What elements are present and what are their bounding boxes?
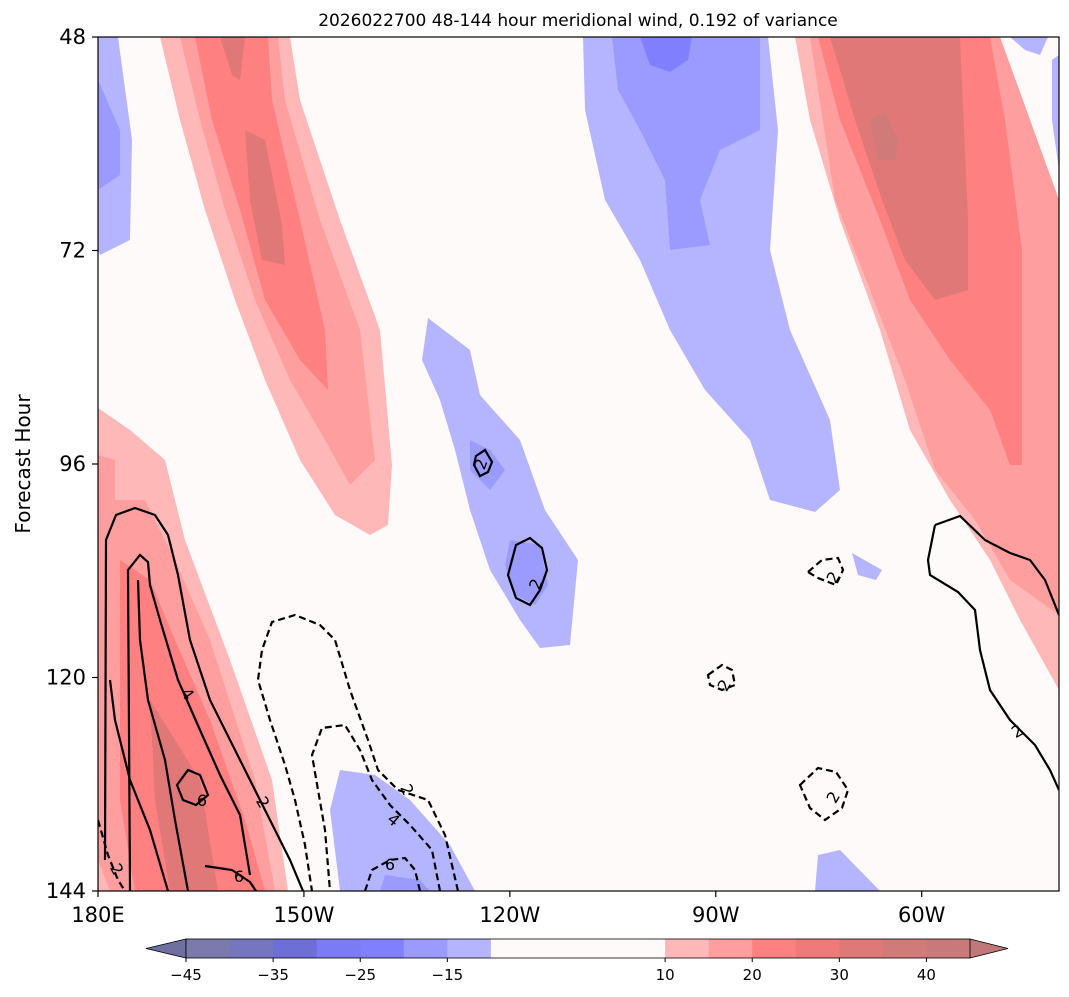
colorbar-swatch	[882, 939, 927, 958]
colorbar-tick-label: 30	[830, 966, 849, 984]
colorbar-swatch	[795, 939, 840, 958]
colorbar-swatch	[447, 939, 492, 958]
contour-line-minus6	[363, 856, 422, 891]
y-tick-label: 48	[59, 25, 86, 49]
colorbar-tick-label: 40	[917, 966, 936, 984]
contour-line-minus2-east-b	[706, 663, 737, 692]
trough-south-shading	[330, 770, 475, 891]
y-tick-label: 120	[46, 666, 86, 690]
trough-north-shading	[583, 37, 840, 512]
colorbar-tick-label: −15	[432, 966, 464, 984]
colorbar-swatch	[708, 939, 753, 958]
x-tick-label: 120W	[479, 903, 540, 927]
colorbar-tick-label: 20	[743, 966, 762, 984]
y-tick-label: 72	[59, 239, 86, 263]
x-tick-label: 180E	[71, 903, 124, 927]
colorbar-tick-label: −25	[344, 966, 376, 984]
ridge-east-shading	[795, 37, 1059, 690]
colorbar-tick-label: −35	[257, 966, 289, 984]
colorbar-swatch	[273, 939, 318, 958]
colorbar-swatch	[665, 939, 710, 958]
contour-line-2-west	[103, 506, 305, 891]
colorbar-swatch	[752, 939, 797, 958]
x-axis: 180E 150W 120W 90W 60W	[71, 891, 946, 927]
colorbar-tick-label: 10	[656, 966, 675, 984]
contour-label: 6	[197, 791, 207, 810]
contour-line-minus2-a	[98, 819, 126, 891]
contour-line-6-loop	[175, 768, 210, 807]
contour-line-minus2-east-a	[806, 556, 845, 587]
contour-line-2-east-lower	[926, 524, 1059, 791]
contour-line-minus2-east-c	[798, 766, 850, 822]
contour-label: 6	[234, 867, 244, 886]
contour-line-6-lower	[204, 864, 257, 891]
negative-contours	[98, 556, 850, 891]
y-axis: 48 72 96 120 144	[46, 25, 98, 903]
y-axis-label: Forecast Hour	[11, 394, 35, 534]
positive-contours	[103, 448, 1059, 891]
trough-central-shading	[422, 318, 578, 648]
colorbar-under-extend	[145, 938, 187, 959]
colorbar-swatch	[316, 939, 361, 958]
contour-line-2-central-a	[472, 448, 494, 478]
y-tick-label: 144	[46, 879, 86, 903]
x-tick-label: 60W	[898, 903, 946, 927]
colorbar-frame	[185, 938, 971, 959]
contour-line-2-east	[934, 514, 1059, 616]
contour-line-minus4	[310, 723, 442, 891]
colorbar-swatch	[229, 939, 274, 958]
colorbar-swatch	[360, 939, 405, 958]
y-tick-label: 96	[59, 452, 86, 476]
x-tick-label: 150W	[273, 903, 334, 927]
colorbar-tick-label: −45	[170, 966, 202, 984]
colorbar-swatch	[186, 939, 231, 958]
contour-line-minus2-b	[256, 613, 460, 891]
contour-line-4-inner	[108, 679, 170, 891]
minor-negative-shading	[98, 37, 1059, 891]
chart-title: 2026022700 48-144 hour meridional wind, …	[318, 11, 838, 31]
contour-label: 6	[385, 855, 395, 874]
colorbar-swatch	[490, 939, 666, 958]
colorbar-swatch	[839, 939, 884, 958]
colorbar-over-extend	[969, 938, 1009, 959]
contour-line-2-central-b	[506, 536, 549, 607]
x-tick-label: 90W	[692, 903, 740, 927]
ridge-west-1-shading	[160, 37, 392, 535]
contour-line-4-west	[126, 553, 252, 891]
colorbar: −45 −35 −25 −15 10 20 30 40	[145, 938, 1009, 984]
colorbar-swatch	[403, 939, 448, 958]
contour-line-6-west	[136, 579, 190, 891]
plot-area: 2 2 2 2 2 2 2 4 6 6 2 4 6 2	[98, 37, 1059, 891]
colorbar-swatch	[926, 939, 971, 958]
